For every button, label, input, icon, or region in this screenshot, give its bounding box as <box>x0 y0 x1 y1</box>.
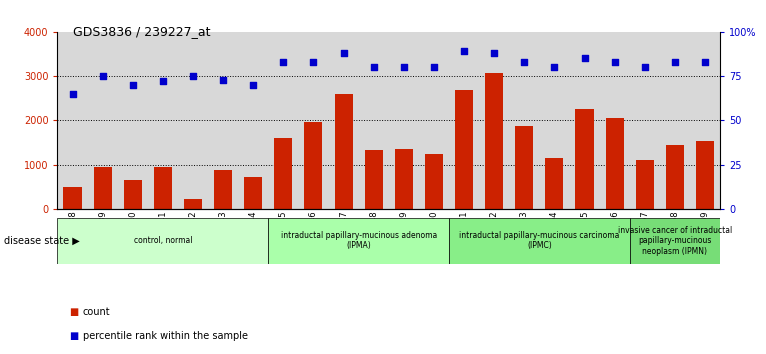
Point <box>488 50 500 56</box>
Bar <box>696 141 714 209</box>
Point <box>669 59 681 65</box>
Point <box>307 59 319 65</box>
Text: percentile rank within the sample: percentile rank within the sample <box>83 331 247 341</box>
Bar <box>274 138 293 209</box>
Bar <box>425 154 443 209</box>
Bar <box>268 218 449 264</box>
Text: disease state ▶: disease state ▶ <box>4 236 80 246</box>
Point <box>368 64 380 70</box>
Bar <box>64 187 81 209</box>
Point <box>277 59 290 65</box>
Bar <box>545 158 564 209</box>
Bar <box>365 150 383 209</box>
Point <box>578 56 591 61</box>
Bar <box>666 145 684 209</box>
Point <box>217 77 229 82</box>
Bar <box>606 118 624 209</box>
Bar <box>304 122 322 209</box>
Point <box>247 82 260 88</box>
Bar <box>455 90 473 209</box>
Text: intraductal papillary-mucinous carcinoma
(IPMC): intraductal papillary-mucinous carcinoma… <box>459 231 620 250</box>
Point <box>639 64 651 70</box>
Point <box>187 73 199 79</box>
Bar <box>394 149 413 209</box>
Bar <box>57 218 268 264</box>
Bar <box>575 109 594 209</box>
Point <box>157 79 169 84</box>
Bar <box>636 160 653 209</box>
Text: ■: ■ <box>69 307 78 316</box>
Point <box>458 48 470 54</box>
Bar <box>214 170 232 209</box>
Bar <box>123 180 142 209</box>
Point <box>427 64 440 70</box>
Bar <box>93 167 112 209</box>
Text: intraductal papillary-mucinous adenoma
(IPMA): intraductal papillary-mucinous adenoma (… <box>280 231 437 250</box>
Point <box>699 59 711 65</box>
Bar <box>244 177 262 209</box>
Point <box>67 91 79 97</box>
Point <box>97 73 109 79</box>
Bar <box>184 199 202 209</box>
Bar <box>154 167 172 209</box>
Bar <box>630 218 720 264</box>
Point <box>126 82 139 88</box>
Text: ■: ■ <box>69 331 78 341</box>
Bar <box>516 126 533 209</box>
Point <box>338 50 350 56</box>
Text: control, normal: control, normal <box>133 236 192 245</box>
Point <box>608 59 620 65</box>
Text: invasive cancer of intraductal
papillary-mucinous
neoplasm (IPMN): invasive cancer of intraductal papillary… <box>617 226 732 256</box>
Bar <box>449 218 630 264</box>
Point <box>518 59 530 65</box>
Text: GDS3836 / 239227_at: GDS3836 / 239227_at <box>73 25 211 38</box>
Text: count: count <box>83 307 110 316</box>
Point <box>398 64 410 70</box>
Bar <box>335 94 352 209</box>
Point <box>548 64 561 70</box>
Bar <box>485 74 503 209</box>
